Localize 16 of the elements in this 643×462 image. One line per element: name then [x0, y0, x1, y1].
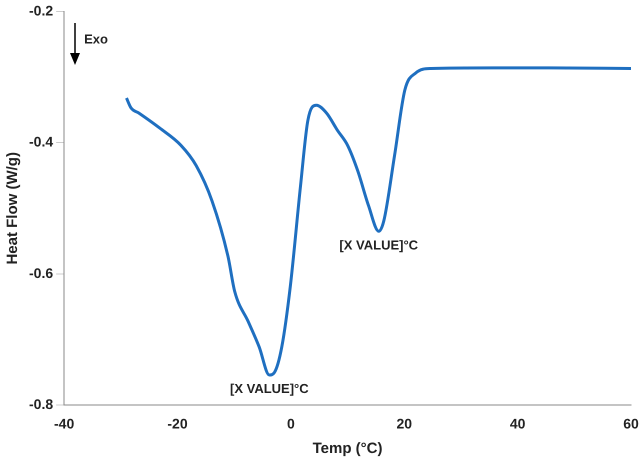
x-axis-title: Temp (°C) [312, 440, 383, 458]
y-tick-label: -0.8 [29, 396, 54, 412]
y-tick-label: -0.6 [29, 264, 54, 281]
x-tick-label: 40 [510, 415, 526, 432]
annotation: [X VALUE]°C [339, 237, 419, 252]
x-tick-label: 60 [623, 415, 639, 432]
line-series [124, 66, 631, 377]
y-tick-label: -0.2 [29, 2, 54, 18]
x-tick-label: -40 [54, 415, 74, 432]
x-tick-label: 0 [286, 415, 295, 432]
annotation: [X VALUE]°C [230, 381, 310, 396]
y-tick-label: -0.4 [29, 134, 54, 150]
annotation: Exo [84, 31, 108, 46]
y-axis-title: Heat Flow (W/g) [4, 152, 22, 265]
x-tick-label: 20 [396, 415, 412, 432]
x-tick-label: -20 [167, 415, 188, 432]
